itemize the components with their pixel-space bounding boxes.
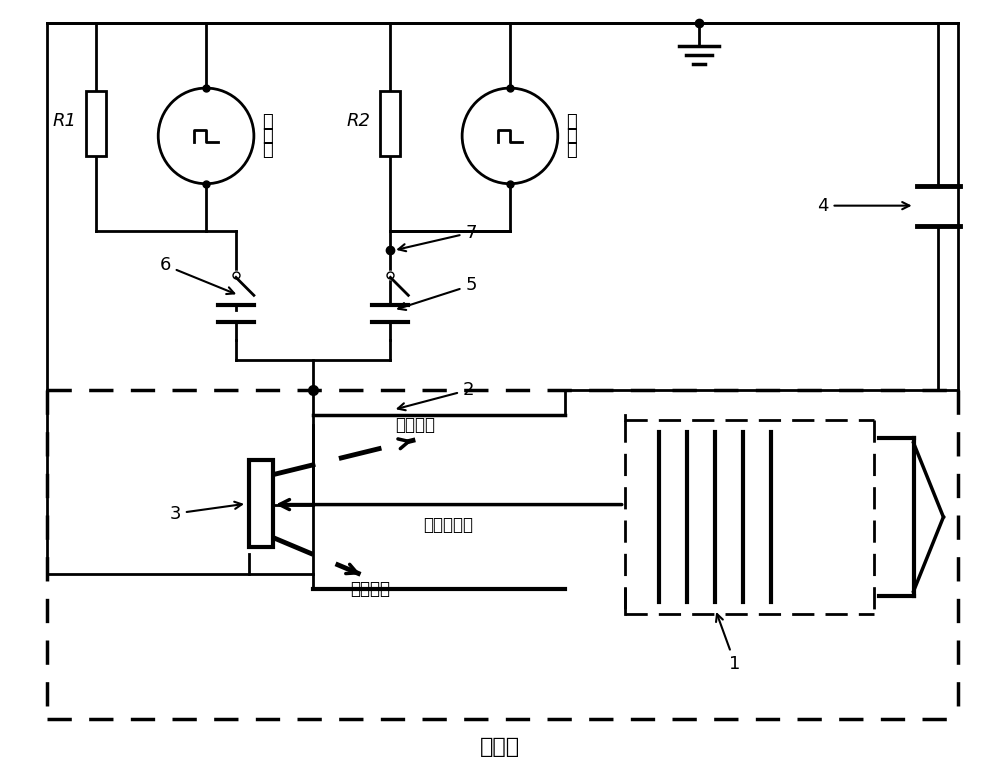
Text: 2: 2 — [398, 381, 474, 411]
Text: 真空室: 真空室 — [480, 736, 520, 757]
Text: 5: 5 — [398, 276, 477, 310]
Text: 波: 波 — [566, 127, 577, 145]
Text: 器: 器 — [262, 141, 273, 159]
Text: 波: 波 — [262, 127, 273, 145]
Text: R1: R1 — [53, 112, 77, 130]
Text: 3: 3 — [170, 502, 242, 522]
Text: 7: 7 — [398, 223, 477, 251]
Text: 二次电子: 二次电子 — [350, 580, 390, 598]
Text: 示: 示 — [566, 113, 577, 131]
Text: 入射电子束: 入射电子束 — [423, 515, 473, 534]
Bar — [249, 459, 273, 547]
Text: 器: 器 — [566, 141, 577, 159]
Bar — [86, 91, 106, 156]
Text: 二次电子: 二次电子 — [395, 416, 435, 434]
Bar — [380, 91, 400, 156]
Text: R2: R2 — [347, 112, 371, 130]
Text: 示: 示 — [262, 113, 273, 131]
Text: 1: 1 — [716, 614, 741, 673]
Text: 4: 4 — [817, 196, 909, 215]
Text: 6: 6 — [160, 256, 234, 294]
